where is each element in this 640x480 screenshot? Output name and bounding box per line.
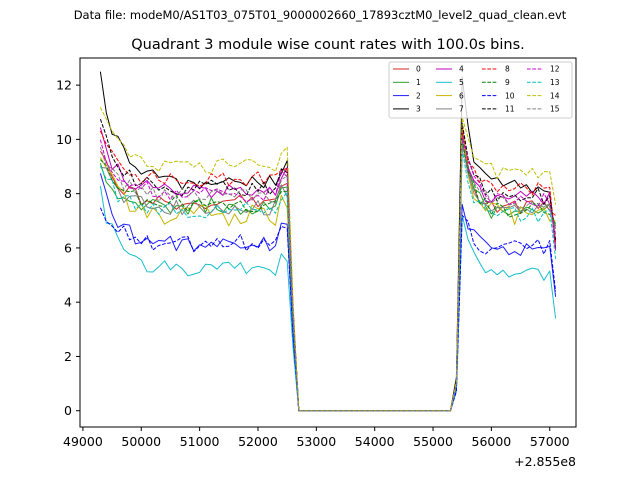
y-tick-label: 0 [64, 403, 72, 418]
x-tick-label: 57000 [530, 434, 570, 449]
legend-label-12: 12 [550, 65, 560, 74]
x-tick-label: 55000 [413, 434, 453, 449]
x-tick-label: 52000 [238, 434, 278, 449]
series-line-7 [100, 141, 557, 412]
series-line-1 [99, 133, 557, 412]
legend-label-2: 2 [416, 91, 421, 100]
legend-label-1: 1 [416, 78, 421, 87]
series-line-10 [99, 207, 557, 412]
y-tick-label: 2 [64, 349, 72, 364]
legend-label-14: 14 [550, 91, 560, 100]
y-tick-label: 12 [56, 78, 72, 93]
x-tick-label: 56000 [472, 434, 512, 449]
chart-title: Quadrant 3 module wise count rates with … [131, 37, 525, 53]
series-layer [99, 71, 557, 412]
y-tick-label: 4 [64, 295, 72, 310]
y-tick-label: 8 [64, 186, 72, 201]
legend-label-9: 9 [505, 78, 510, 87]
legend-label-10: 10 [505, 91, 515, 100]
legend-label-3: 3 [416, 105, 421, 114]
plot-area [80, 58, 576, 427]
axes-layer: 49000 50000 51000 52000 53000 54000 55000 56000… [56, 78, 570, 449]
series-line-11 [99, 119, 557, 412]
legend-label-0: 0 [416, 65, 421, 74]
x-tick-label: 54000 [355, 434, 395, 449]
y-tick-label: 6 [64, 240, 72, 255]
series-line-0 [99, 128, 556, 412]
x-offset-label: +2.855e8 [514, 454, 576, 469]
legend-label-8: 8 [505, 65, 510, 74]
x-tick-label: 50000 [121, 434, 161, 449]
series-line-3 [99, 71, 557, 412]
legend-label-6: 6 [459, 91, 464, 100]
x-tick-label: 53000 [296, 434, 336, 449]
legend-label-5: 5 [459, 78, 464, 87]
series-line-13 [99, 149, 557, 412]
legend-label-7: 7 [459, 105, 464, 114]
legend-box [388, 61, 573, 119]
legend-label-11: 11 [505, 105, 515, 114]
plot-frame [79, 57, 577, 428]
series-line-5 [99, 185, 557, 412]
suptitle: Data file: modeM0/AS1T03_075T01_90000026… [74, 8, 567, 22]
legend-label-13: 13 [550, 78, 560, 87]
x-tick-label: 51000 [180, 434, 220, 449]
legend-label-15: 15 [550, 105, 560, 114]
series-line-14 [99, 107, 557, 412]
series-line-9 [100, 138, 557, 412]
series-line-15 [99, 144, 557, 412]
x-tick-label: 49000 [63, 434, 103, 449]
legend-label-4: 4 [459, 65, 464, 74]
y-tick-label: 10 [56, 132, 72, 147]
